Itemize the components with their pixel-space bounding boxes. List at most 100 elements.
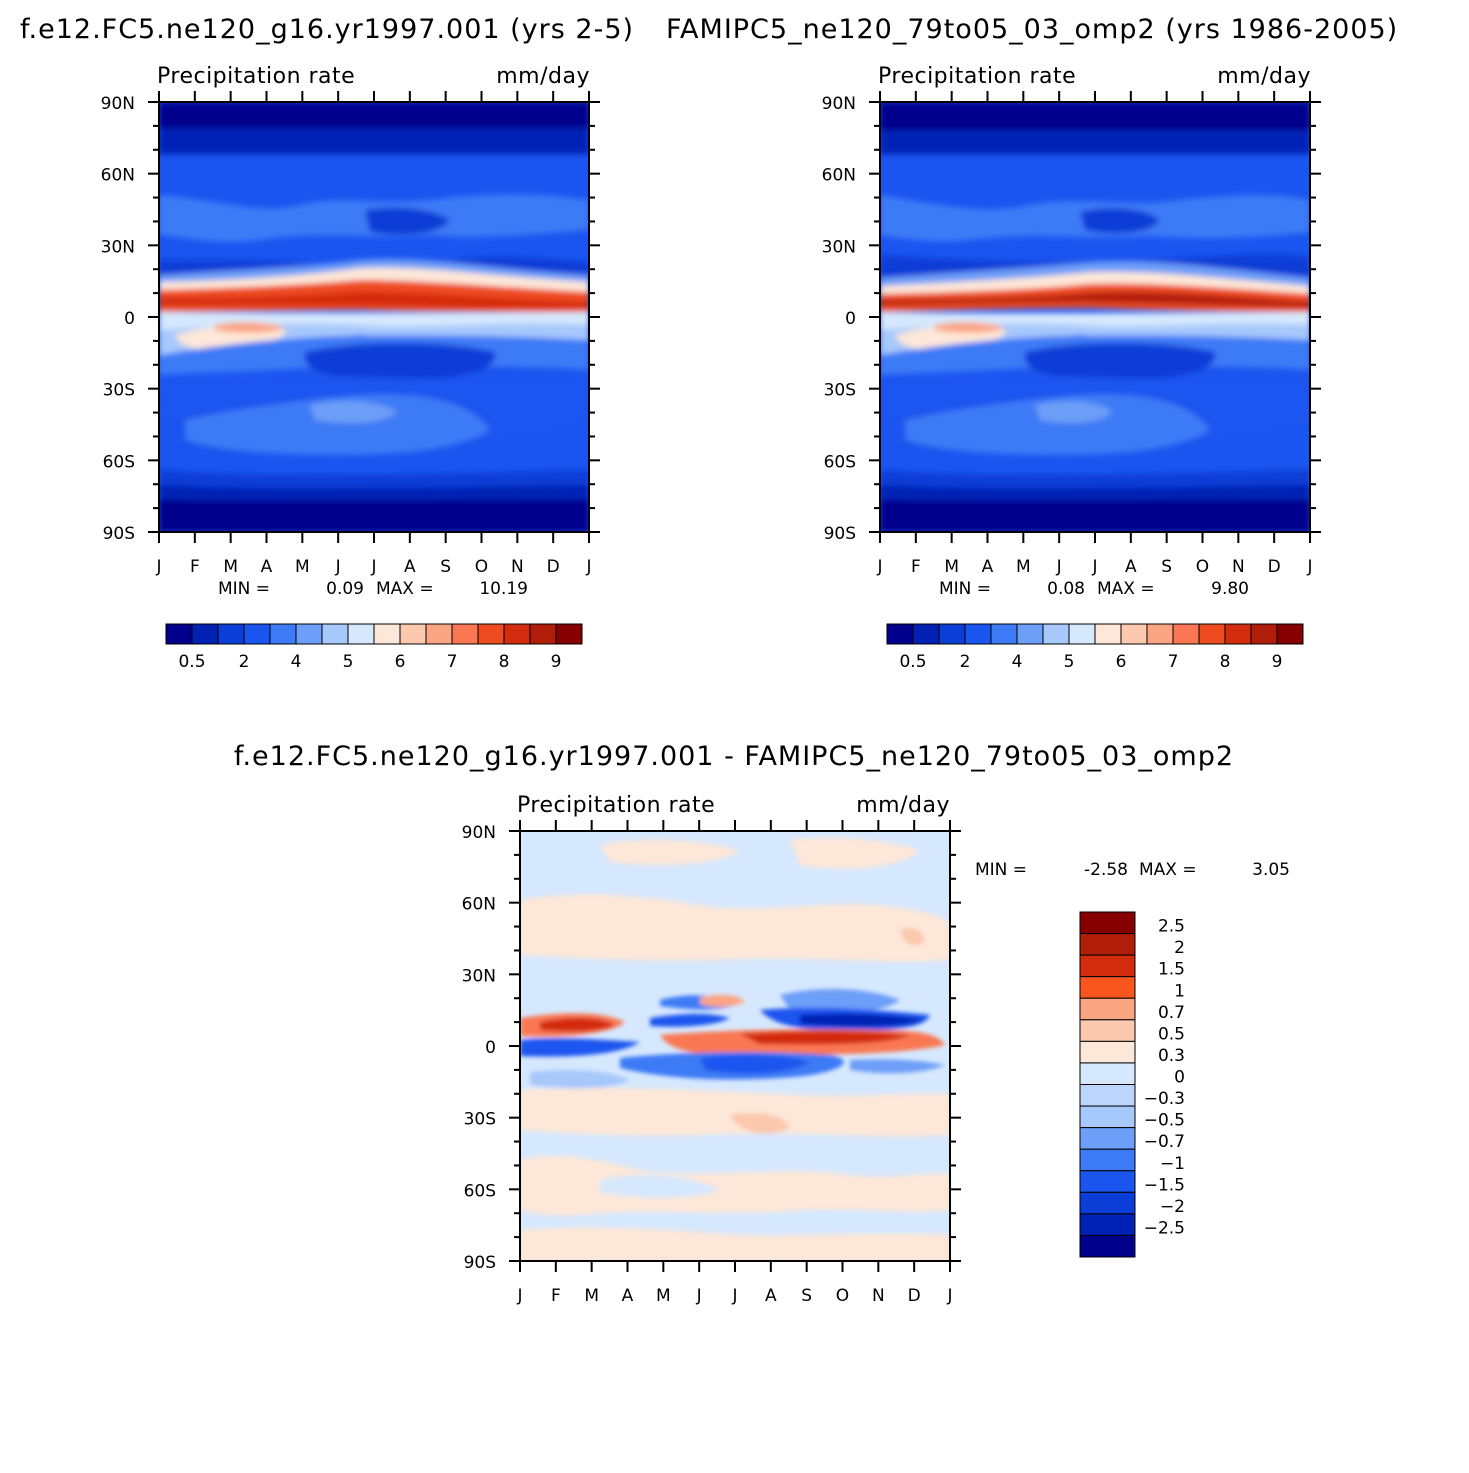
colorbar-swatch — [1016, 623, 1044, 645]
x-tick-label: J — [731, 1286, 737, 1306]
colorbar-label: 7 — [1168, 652, 1179, 672]
x-tick-label: J — [946, 1286, 952, 1306]
x-tick-label: N — [511, 557, 524, 577]
colorbar-label: −2.5 — [1144, 1218, 1185, 1238]
y-tick-label: 0 — [485, 1038, 496, 1058]
colorbar-label: 0 — [1174, 1068, 1185, 1088]
colorbar-label: 7 — [447, 652, 458, 672]
y-tick-label: 0 — [124, 309, 135, 329]
colorbar-swatch — [1276, 623, 1304, 645]
panel-2-units: mm/day — [1217, 64, 1311, 89]
colorbar-swatch — [1094, 623, 1122, 645]
colorbar-swatch — [1079, 1170, 1136, 1193]
panel-3: f.e12.FC5.ne120_g16.yr1997.001 - FAMIPC5… — [234, 741, 1290, 1306]
panel-3-variable: Precipitation rate — [517, 793, 715, 818]
colorbar-label: −0.5 — [1144, 1111, 1185, 1131]
colorbar-swatch — [165, 623, 193, 645]
colorbar-swatch — [1146, 623, 1174, 645]
panel-3-title: f.e12.FC5.ne120_g16.yr1997.001 - FAMIPC5… — [234, 741, 1234, 772]
panel-1-min-value: 0.09 — [326, 579, 364, 599]
x-tick-label: J — [876, 557, 882, 577]
x-tick-label: M — [295, 557, 310, 577]
y-tick-label: 30N — [462, 966, 496, 986]
panel-3-units: mm/day — [856, 793, 950, 818]
panel-1-title: f.e12.FC5.ne120_g16.yr1997.001 (yrs 2-5) — [20, 14, 634, 45]
panel-1: f.e12.FC5.ne120_g16.yr1997.001 (yrs 2-5)… — [20, 14, 634, 672]
colorbar-label: 2 — [960, 652, 971, 672]
x-tick-label: S — [801, 1286, 812, 1306]
colorbar-label: −2 — [1160, 1197, 1185, 1217]
panel-3-min-label: MIN = — [975, 860, 1027, 880]
colorbar-label: 2 — [239, 652, 250, 672]
panel-1-units: mm/day — [496, 64, 590, 89]
colorbar-label: 0.7 — [1158, 1003, 1185, 1023]
colorbar-swatch — [1079, 1062, 1136, 1085]
x-tick-label: J — [335, 557, 341, 577]
colorbar-swatch — [1079, 1019, 1136, 1042]
colorbar-swatch — [990, 623, 1018, 645]
x-tick-label: A — [261, 557, 273, 577]
colorbar-label: 9 — [551, 652, 562, 672]
x-tick-label: N — [1232, 557, 1245, 577]
colorbar-label: −0.7 — [1144, 1132, 1185, 1152]
x-tick-label: D — [1268, 557, 1281, 577]
y-tick-label: 30S — [824, 381, 856, 401]
x-tick-label: J — [696, 1286, 702, 1306]
colorbar-swatch — [1198, 623, 1226, 645]
panel-2-max-label: MAX = — [1097, 579, 1155, 599]
colorbar-label: −1.5 — [1144, 1175, 1185, 1195]
colorbar-swatch — [1250, 623, 1278, 645]
y-tick-label: 0 — [845, 309, 856, 329]
panel-3-heatmap — [520, 831, 950, 1261]
colorbar-label: 5 — [343, 652, 354, 672]
colorbar-swatch — [269, 623, 297, 645]
x-tick-label: J — [1091, 557, 1097, 577]
x-tick-label: J — [1056, 557, 1062, 577]
colorbar-swatch — [295, 623, 323, 645]
colorbar-swatch — [217, 623, 245, 645]
x-tick-label: F — [911, 557, 921, 577]
colorbar-swatch — [1079, 911, 1136, 935]
colorbar-swatch — [555, 623, 583, 645]
x-tick-label: O — [1196, 557, 1209, 577]
colorbar-label: 6 — [395, 652, 406, 672]
x-tick-label: D — [908, 1286, 921, 1306]
x-tick-label: S — [1161, 557, 1172, 577]
colorbar-swatch — [1068, 623, 1096, 645]
colorbar-label: 6 — [1116, 652, 1127, 672]
panel-1-max-label: MAX = — [376, 579, 434, 599]
panel-2-heatmap — [880, 102, 1310, 532]
colorbar-label: 2 — [1174, 938, 1185, 958]
panel-1-min-label: MIN = — [218, 579, 270, 599]
panel-2-variable: Precipitation rate — [878, 64, 1076, 89]
colorbar-label: 0.5 — [178, 652, 205, 672]
colorbar-label: 5 — [1064, 652, 1075, 672]
colorbar-swatch — [373, 623, 401, 645]
panel-1-variable: Precipitation rate — [157, 64, 355, 89]
x-tick-label: N — [872, 1286, 885, 1306]
x-tick-label: A — [622, 1286, 634, 1306]
x-tick-label: J — [155, 557, 161, 577]
x-tick-label: F — [190, 557, 200, 577]
colorbar-swatch — [529, 623, 557, 645]
colorbar-swatch — [912, 623, 940, 645]
x-tick-label: M — [1016, 557, 1031, 577]
panel-1-max-value: 10.19 — [479, 579, 528, 599]
y-tick-label: 30N — [822, 237, 856, 257]
y-tick-label: 60S — [103, 452, 135, 472]
colorbar-swatch — [243, 623, 271, 645]
y-tick-label: 60S — [824, 452, 856, 472]
y-tick-label: 60N — [101, 166, 135, 186]
colorbar-label: 8 — [1220, 652, 1231, 672]
x-tick-label: J — [1306, 557, 1312, 577]
colorbar-swatch — [1079, 1148, 1136, 1172]
colorbar-label: 4 — [1012, 652, 1023, 672]
colorbar-swatch — [886, 623, 914, 645]
y-tick-label: 30S — [103, 381, 135, 401]
y-tick-label: 60N — [822, 166, 856, 186]
colorbar-label: 0.5 — [1158, 1024, 1185, 1044]
y-tick-label: 30S — [464, 1110, 496, 1130]
x-tick-label: D — [547, 557, 560, 577]
x-tick-label: M — [223, 557, 238, 577]
